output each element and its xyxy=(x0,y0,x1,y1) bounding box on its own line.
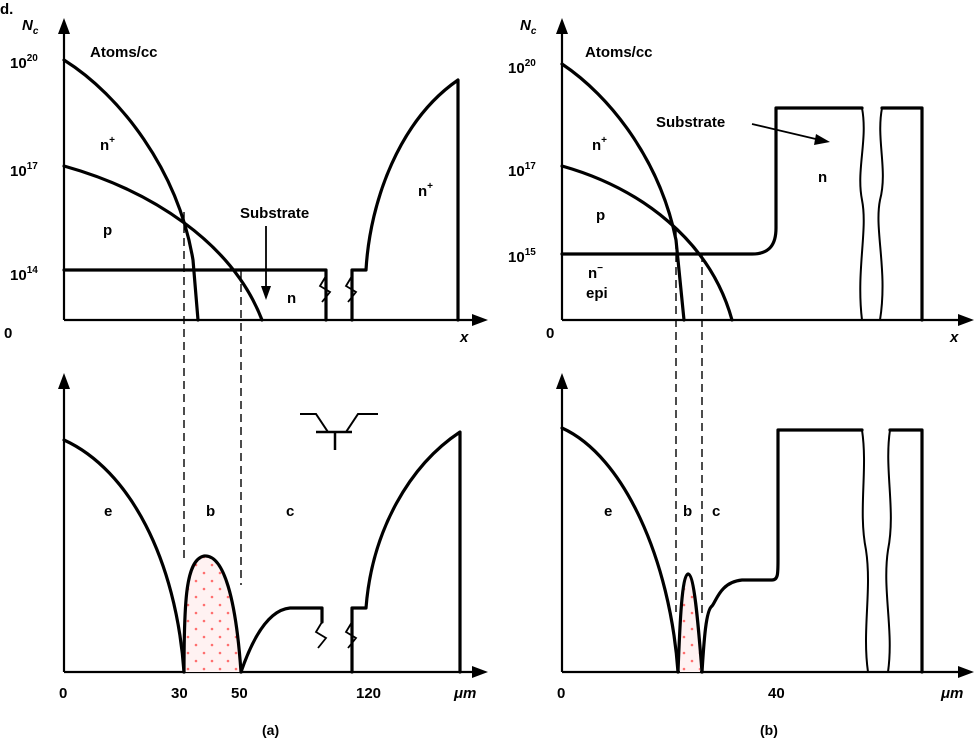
panel-b-substrate-arrowhead xyxy=(814,134,830,145)
panel-b-emitter-net xyxy=(560,426,680,674)
panel-a-base-net xyxy=(182,554,243,674)
panel-a-tick-30: 30 xyxy=(171,685,188,702)
panel-a-label-c: c xyxy=(286,503,294,520)
transistor-symbol xyxy=(300,413,378,450)
panel-b-bottom-wavy-left xyxy=(861,429,869,673)
panel-a-substrate-line xyxy=(62,268,328,322)
panel-a-region-nplus-right: n+ xyxy=(418,181,433,200)
corner-text: d. xyxy=(0,1,13,18)
panel-a-tick-1e17: 1017 xyxy=(10,161,38,180)
panel-b-bottom-x-arrow xyxy=(958,666,974,678)
panel-a-emitter-profile xyxy=(62,58,200,322)
panel-b-region-nplus: n+ xyxy=(592,135,607,154)
panel-b-tick-1e17: 1017 xyxy=(508,161,536,180)
panel-a-tick-120: 120 xyxy=(356,685,381,702)
panel-a-break-mark-left xyxy=(318,275,332,303)
panel-a-unit: μm xyxy=(453,685,476,702)
panel-a-origin: 0 xyxy=(4,325,12,342)
panel-b-top-x-arrow xyxy=(958,314,974,326)
panel-a-top: Nc Atoms/cc 1020 1017 1014 0 x n+ p n n+… xyxy=(4,17,488,346)
panel-a-tick-1e20: 1020 xyxy=(10,53,38,72)
panel-a-top-x-arrow xyxy=(472,314,488,326)
panel-a-substrate-arrowhead xyxy=(261,286,271,300)
panel-b-region-p: p xyxy=(596,207,605,224)
panel-b-tick-0: 0 xyxy=(557,685,565,702)
panel-a-collector-net xyxy=(239,606,324,674)
panel-b-top: Nc Atoms/cc 1020 1017 1015 0 x n+ p n− e… xyxy=(508,17,974,346)
panel-b-tick-1e15: 1015 xyxy=(508,247,536,266)
panel-b-label-e: e xyxy=(604,503,612,520)
panel-a-label-b: b xyxy=(206,503,215,520)
panel-b-x-label: x xyxy=(949,329,959,346)
panel-b-substrate-label: Substrate xyxy=(656,114,725,131)
panel-b-base-profile xyxy=(560,164,734,322)
panel-a-top-y-arrow xyxy=(58,18,70,34)
panel-a-label-e: e xyxy=(104,503,112,520)
panel-b-top-wavy-left xyxy=(859,107,865,321)
panel-a-units: Atoms/cc xyxy=(90,44,158,61)
panel-b-tick-40: 40 xyxy=(768,685,785,702)
panel-a-substrate-label: Substrate xyxy=(240,205,309,222)
panel-a-bottom: e b c 0 30 50 120 μm (a) xyxy=(58,373,488,738)
panel-a-caption: (a) xyxy=(262,722,279,738)
panel-a-right-nplus-profile xyxy=(350,78,460,322)
panel-a-region-p: p xyxy=(103,222,112,239)
panel-a-tick-1e14: 1014 xyxy=(10,265,38,284)
panel-b-top-y-arrow xyxy=(556,18,568,34)
panel-a-break-mark-right xyxy=(344,275,358,303)
panel-a-bottom-break-left xyxy=(314,621,328,649)
panel-b-tick-1e20: 1020 xyxy=(508,58,536,77)
panel-a-tick-50: 50 xyxy=(231,685,248,702)
panel-b-collector-right xyxy=(888,428,924,674)
panel-a-base-dots xyxy=(184,555,241,672)
panel-b-bottom: e b c 0 40 μm (b) xyxy=(556,373,974,738)
panel-b-region-epi: epi xyxy=(586,285,608,302)
panel-a-emitter-net xyxy=(62,438,186,674)
panel-a-bottom-x-arrow xyxy=(472,666,488,678)
panel-a-tick-0: 0 xyxy=(59,685,67,702)
panel-b-y-label: Nc xyxy=(520,17,537,37)
panel-a-right-net xyxy=(350,430,462,674)
panel-b-region-n: n xyxy=(818,169,827,186)
panel-a-y-label: Nc xyxy=(22,17,39,37)
panel-b-substrate-profile xyxy=(560,106,864,256)
panel-b-region-nminus: n− xyxy=(588,263,603,282)
panel-b-units: Atoms/cc xyxy=(585,44,653,61)
panel-a-region-nplus: n+ xyxy=(100,135,115,154)
panel-b-caption: (b) xyxy=(760,722,778,738)
panel-b-substrate-right xyxy=(880,106,924,322)
panel-b-label-c: c xyxy=(712,503,720,520)
panel-a-x-label: x xyxy=(459,329,469,346)
panel-b-top-wavy-right xyxy=(877,107,884,321)
panel-b-unit: μm xyxy=(940,685,963,702)
panel-b-base-net xyxy=(676,572,704,674)
panel-b-collector-net xyxy=(700,428,864,674)
panel-b-label-b: b xyxy=(683,503,692,520)
panel-b-bottom-wavy-right xyxy=(885,429,892,673)
panel-a-region-n: n xyxy=(287,290,296,307)
panel-b-substrate-arrow xyxy=(751,123,821,141)
panel-b-origin: 0 xyxy=(546,325,554,342)
panel-a-bottom-y-arrow xyxy=(58,373,70,389)
panel-b-base-dots xyxy=(680,574,700,672)
panel-b-bottom-y-arrow xyxy=(556,373,568,389)
panel-a-base-profile xyxy=(62,164,264,322)
